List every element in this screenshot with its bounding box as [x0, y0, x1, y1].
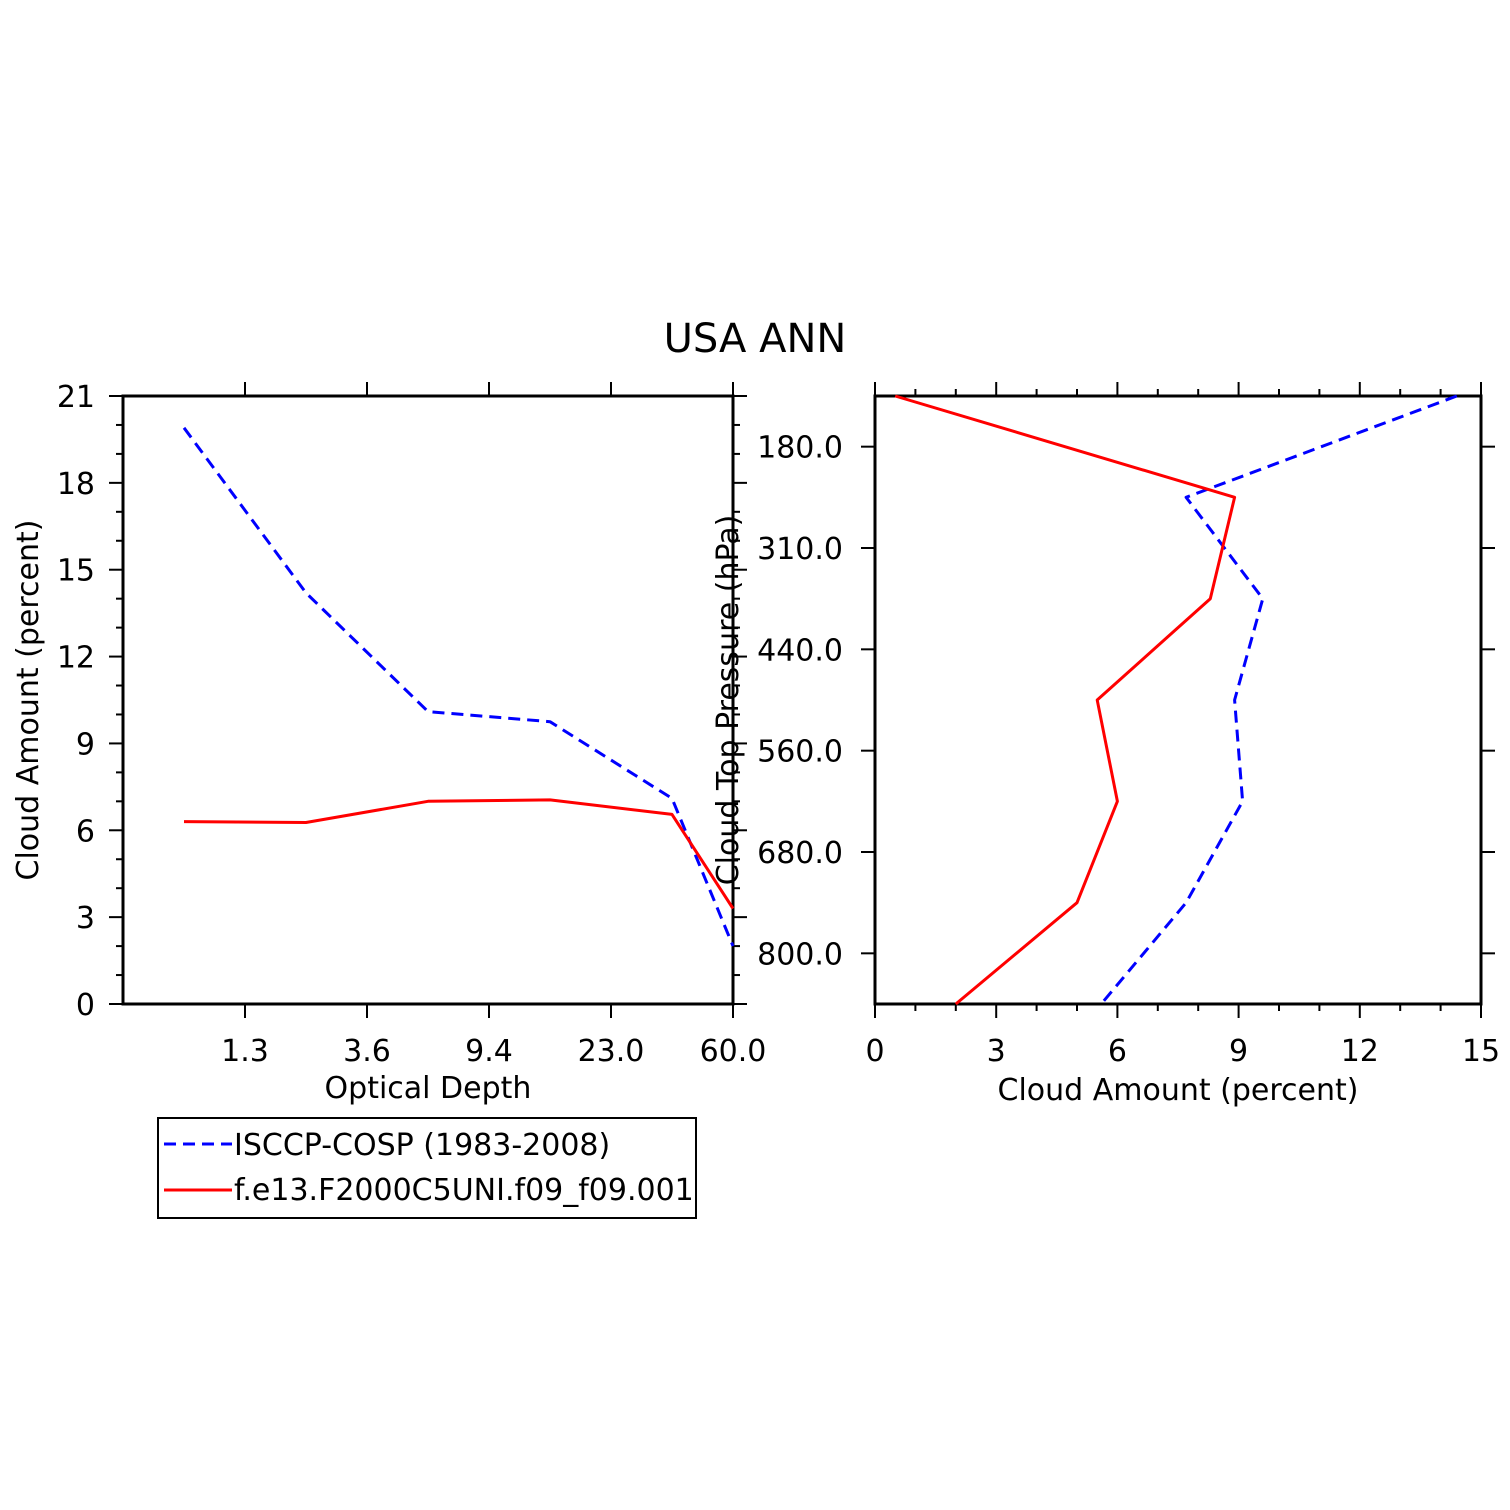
right-x-tick-label: 6 [1108, 1034, 1127, 1069]
right-y-axis-label: Cloud Top Pressure (hPa) [711, 515, 746, 886]
right-x-axis-label: Cloud Amount (percent) [998, 1073, 1359, 1108]
left-x-tick-label: 1.3 [221, 1034, 269, 1069]
left-y-tick-label: 21 [57, 380, 95, 415]
left-y-axis-label: Cloud Amount (percent) [11, 520, 46, 881]
left-y-tick-label: 9 [76, 727, 95, 762]
right-x-tick-label: 12 [1341, 1034, 1379, 1069]
left-chart: 0 3 6 9 12 15 18 21 1.3 3.6 9.4 23.0 60.0 Optical Dep… [11, 380, 766, 1106]
right-plot-frame [873, 394, 1483, 1006]
right-y-tick-label: 440.0 [757, 633, 843, 668]
legend-label-isccp: ISCCP-COSP (1983-2008) [234, 1128, 610, 1163]
left-y-tick-label: 18 [57, 467, 95, 502]
left-y-tick-label: 15 [57, 554, 95, 589]
left-x-tick-label: 60.0 [700, 1034, 767, 1069]
right-x-tick-label: 9 [1229, 1034, 1248, 1069]
left-y-tick-label: 12 [57, 641, 95, 676]
left-series-isccp-line [182, 426, 735, 947]
right-y-tick-label: 680.0 [757, 836, 843, 871]
left-x-tick-label: 3.6 [343, 1034, 391, 1069]
right-chart: 0 3 6 9 12 15 180.0 310.0 440.0 560.0 680.0 800.0 Cl… [711, 382, 1500, 1108]
left-y-tick-label: 6 [76, 814, 95, 849]
right-y-tick-label: 180.0 [757, 431, 843, 466]
right-x-tick-label: 15 [1462, 1034, 1500, 1069]
legend: ISCCP-COSP (1983-2008) f.e13.F2000C5UNI.… [157, 1117, 697, 1219]
left-y-tick-label: 3 [76, 901, 95, 936]
chart-title: USA ANN [664, 316, 847, 362]
legend-label-model: f.e13.F2000C5UNI.f09_f09.001 [234, 1173, 694, 1208]
left-x-tick-label: 9.4 [465, 1034, 513, 1069]
right-series-model-line [894, 394, 1237, 1006]
left-x-tick-label: 23.0 [578, 1034, 645, 1069]
left-x-axis-label: Optical Depth [325, 1071, 532, 1106]
left-plot-frame [121, 394, 735, 1006]
legend-box [157, 1117, 697, 1219]
right-x-tick-label: 3 [987, 1034, 1006, 1069]
left-series-model-line [183, 798, 735, 910]
right-y-tick-label: 310.0 [757, 532, 843, 567]
left-y-tick-label: 0 [76, 988, 95, 1023]
right-y-tick-label: 560.0 [757, 735, 843, 770]
right-x-tick-label: 0 [865, 1034, 884, 1069]
right-series-isccp-line [1100, 394, 1458, 1005]
right-y-tick-label: 800.0 [757, 937, 843, 972]
